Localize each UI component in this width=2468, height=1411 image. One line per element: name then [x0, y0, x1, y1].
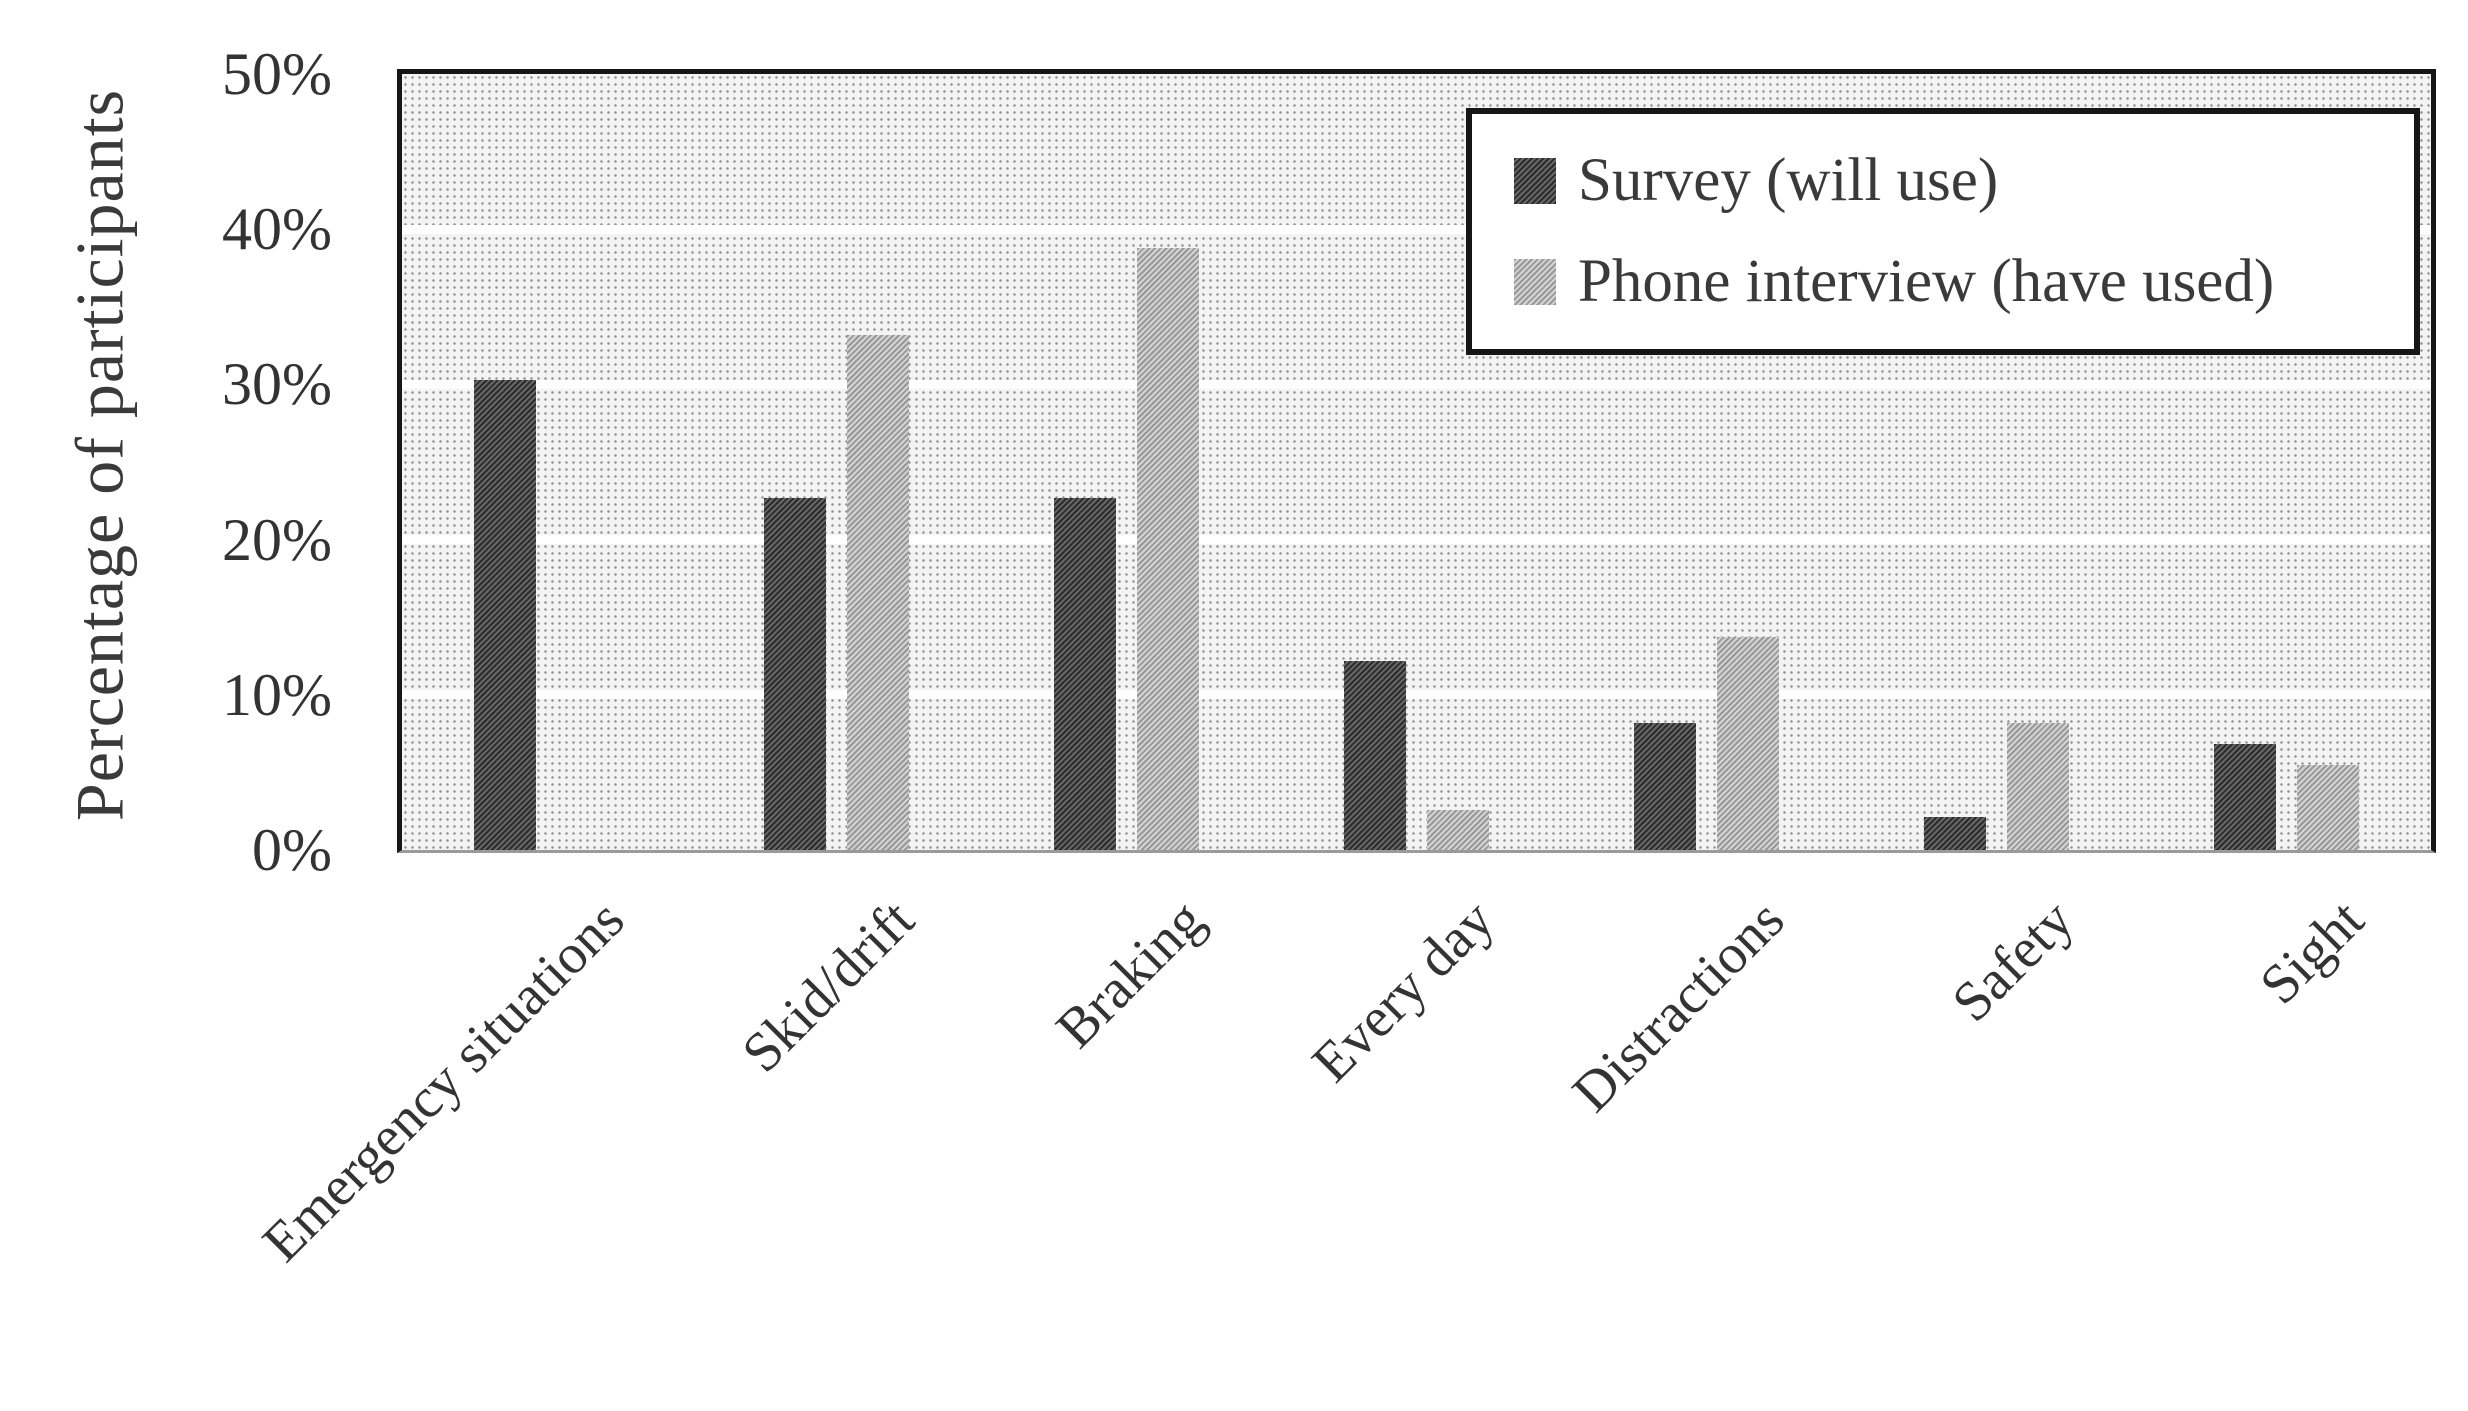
x-label-braking: Braking — [1044, 888, 1217, 1061]
bar-survey-braking — [1054, 497, 1117, 850]
bar-survey-safety — [1923, 817, 1986, 850]
y-tick-20: 20% — [222, 506, 332, 573]
legend-label-phone-interview: Phone interview (have used) — [1578, 248, 2275, 316]
bar-phone-distractions — [1716, 637, 1779, 850]
legend-item-survey: Survey (will use) — [1514, 146, 2414, 216]
bar-phone-safety — [2006, 722, 2069, 850]
gridline-10 — [402, 690, 2431, 700]
legend-swatch-phone-interview-icon — [1514, 259, 1556, 306]
legend: Survey (will use) Phone interview (have … — [1466, 108, 2420, 355]
bar-survey-emergency-situations — [474, 379, 537, 850]
x-label-safety: Safety — [1940, 888, 2086, 1034]
x-label-skid-drift: Skid/drift — [730, 888, 927, 1085]
legend-label-survey: Survey (will use) — [1578, 146, 1999, 214]
legend-swatch-survey-icon — [1514, 157, 1556, 204]
y-tick-30: 30% — [222, 351, 332, 418]
y-tick-10: 10% — [222, 661, 332, 728]
gridline-20 — [402, 535, 2431, 545]
bar-phone-every-day — [1427, 809, 1489, 850]
x-label-every-day: Every day — [1300, 888, 1507, 1095]
bar-phone-braking — [1137, 247, 1200, 850]
bar-phone-sight — [2296, 764, 2359, 850]
legend-item-phone-interview: Phone interview (have used) — [1514, 247, 2414, 317]
y-tick-50: 50% — [222, 41, 332, 107]
gridline-40 — [402, 224, 2431, 234]
y-tick-40: 40% — [222, 196, 332, 263]
bar-survey-sight — [2213, 744, 2276, 850]
y-tick-0: 0% — [252, 817, 332, 883]
bar-survey-every-day — [1344, 660, 1406, 850]
x-label-distractions: Distractions — [1560, 888, 1796, 1124]
x-label-emergency-situations: Emergency situations — [251, 888, 637, 1274]
x-label-sight: Sight — [2248, 888, 2376, 1017]
bar-survey-distractions — [1633, 722, 1696, 850]
bar-survey-skid-drift — [764, 497, 827, 850]
bar-phone-skid-drift — [847, 334, 910, 850]
gridline-30 — [402, 379, 2431, 389]
